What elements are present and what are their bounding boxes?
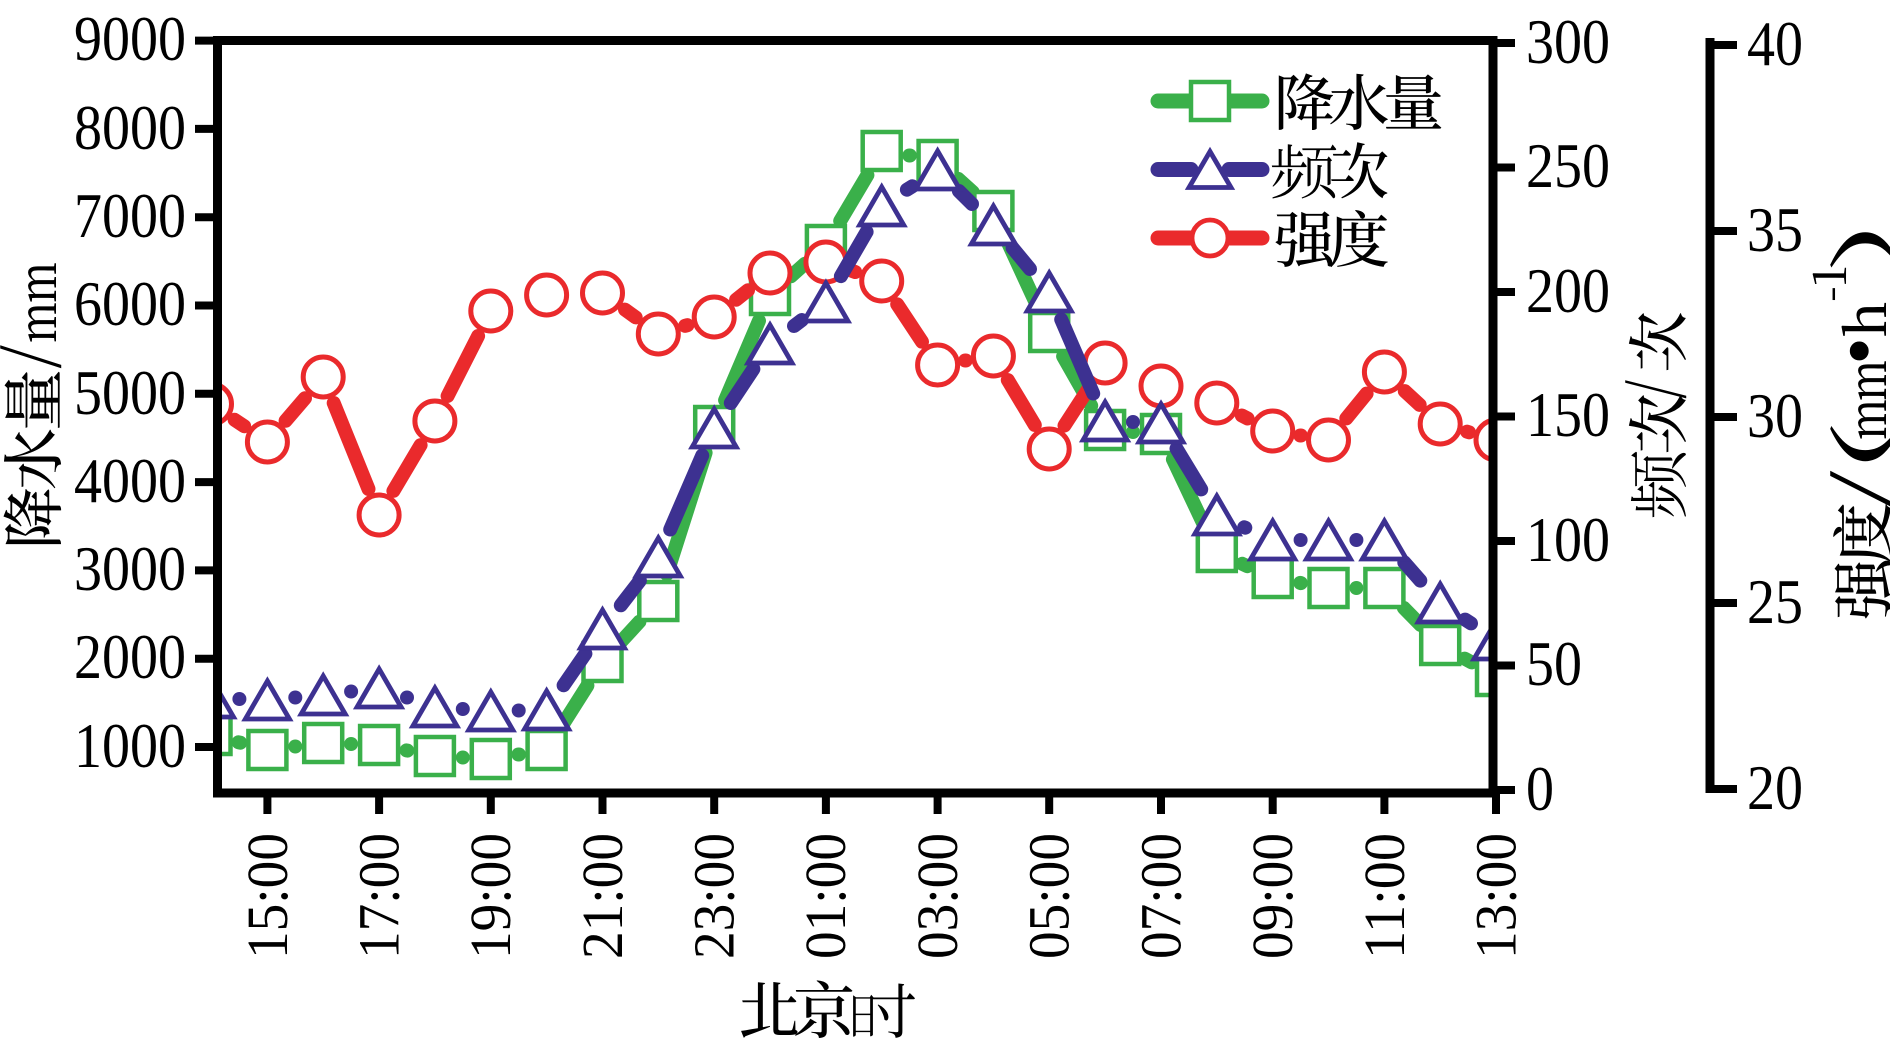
svg-text:7000: 7000 — [74, 180, 186, 251]
svg-text:50: 50 — [1526, 628, 1582, 699]
svg-text:17:00: 17:00 — [346, 833, 411, 959]
svg-text:19:00: 19:00 — [458, 833, 523, 959]
svg-text:40: 40 — [1747, 8, 1803, 79]
svg-text:05:00: 05:00 — [1017, 833, 1082, 959]
svg-text:4000: 4000 — [74, 445, 186, 516]
svg-text:25: 25 — [1747, 566, 1803, 637]
svg-text:35: 35 — [1747, 194, 1803, 265]
svg-text:5000: 5000 — [74, 357, 186, 428]
svg-text:300: 300 — [1526, 6, 1610, 77]
svg-text:150: 150 — [1526, 379, 1610, 450]
svg-text:03:00: 03:00 — [905, 833, 970, 959]
svg-text:07:00: 07:00 — [1128, 833, 1193, 959]
svg-text:23:00: 23:00 — [682, 833, 747, 959]
svg-text:11:00: 11:00 — [1352, 833, 1417, 959]
svg-text:3000: 3000 — [74, 533, 186, 604]
svg-text:30: 30 — [1747, 380, 1803, 451]
svg-text:8000: 8000 — [74, 92, 186, 163]
svg-text:1000: 1000 — [74, 710, 186, 781]
svg-text:0: 0 — [1526, 753, 1554, 824]
svg-text:250: 250 — [1526, 130, 1610, 201]
svg-text:2000: 2000 — [74, 621, 186, 692]
svg-text:20: 20 — [1747, 752, 1803, 823]
svg-text:15:00: 15:00 — [235, 833, 300, 959]
svg-text:01:00: 01:00 — [793, 833, 858, 959]
svg-text:9000: 9000 — [74, 3, 186, 74]
svg-text:21:00: 21:00 — [570, 833, 635, 959]
svg-text:13:00: 13:00 — [1464, 833, 1529, 959]
svg-text:100: 100 — [1526, 504, 1610, 575]
svg-text:200: 200 — [1526, 255, 1610, 326]
svg-text:6000: 6000 — [74, 268, 186, 339]
svg-text:09:00: 09:00 — [1240, 833, 1305, 959]
